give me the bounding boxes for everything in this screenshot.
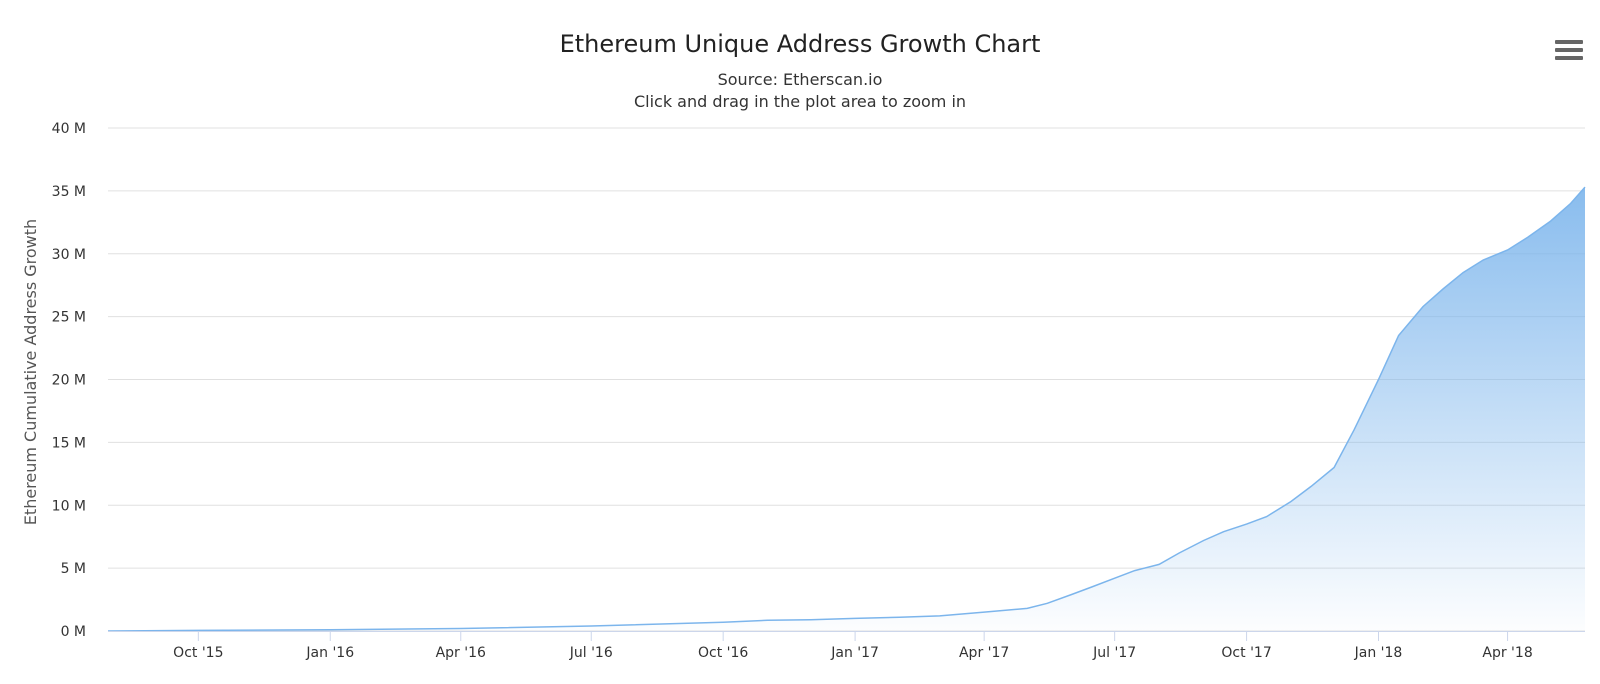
x-tick-label: Jul '16	[569, 645, 613, 661]
x-tick-label: Apr '17	[959, 645, 1009, 661]
y-tick-label: 40 M	[52, 121, 86, 137]
y-tick-label: 35 M	[52, 184, 86, 200]
hamburger-menu-icon[interactable]	[1555, 40, 1583, 64]
menu-line	[1555, 40, 1583, 44]
series-line[interactable]	[107, 186, 1586, 632]
menu-line	[1555, 48, 1583, 52]
y-tick-label: 30 M	[52, 247, 86, 263]
x-tick-label: Oct '16	[698, 645, 748, 661]
x-tick-label: Oct '17	[1221, 645, 1271, 661]
y-tick-label: 25 M	[52, 310, 86, 326]
series-area[interactable]	[108, 187, 1585, 631]
series-layer[interactable]	[107, 186, 1586, 632]
y-tick-label: 0 M	[61, 624, 86, 640]
y-tick-label: 10 M	[52, 498, 86, 514]
x-tick-label: Jan '18	[1354, 645, 1403, 661]
menu-line	[1555, 56, 1583, 60]
x-tick-label: Jul '17	[1092, 645, 1136, 661]
y-axis-label: Ethereum Cumulative Address Growth	[21, 219, 40, 525]
x-tick-label: Apr '16	[436, 645, 486, 661]
axis-layer: 0 M 5 M 10 M 15 M 20 M 25 M 30 M 35 M 40 M Oct '1…	[52, 121, 1585, 661]
chart-subtitle: Source: Etherscan.io	[717, 70, 883, 89]
x-tick-label: Apr '18	[1482, 645, 1532, 661]
x-tick-label: Jan '16	[305, 645, 354, 661]
x-tick-label: Jan '17	[830, 645, 879, 661]
chart-title: Ethereum Unique Address Growth Chart	[559, 30, 1041, 58]
y-tick-label: 20 M	[52, 373, 86, 389]
x-tick-label: Oct '15	[173, 645, 223, 661]
y-tick-label: 15 M	[52, 435, 86, 451]
chart-zoom-hint: Click and drag in the plot area to zoom …	[633, 92, 967, 111]
y-tick-label: 5 M	[61, 561, 86, 577]
